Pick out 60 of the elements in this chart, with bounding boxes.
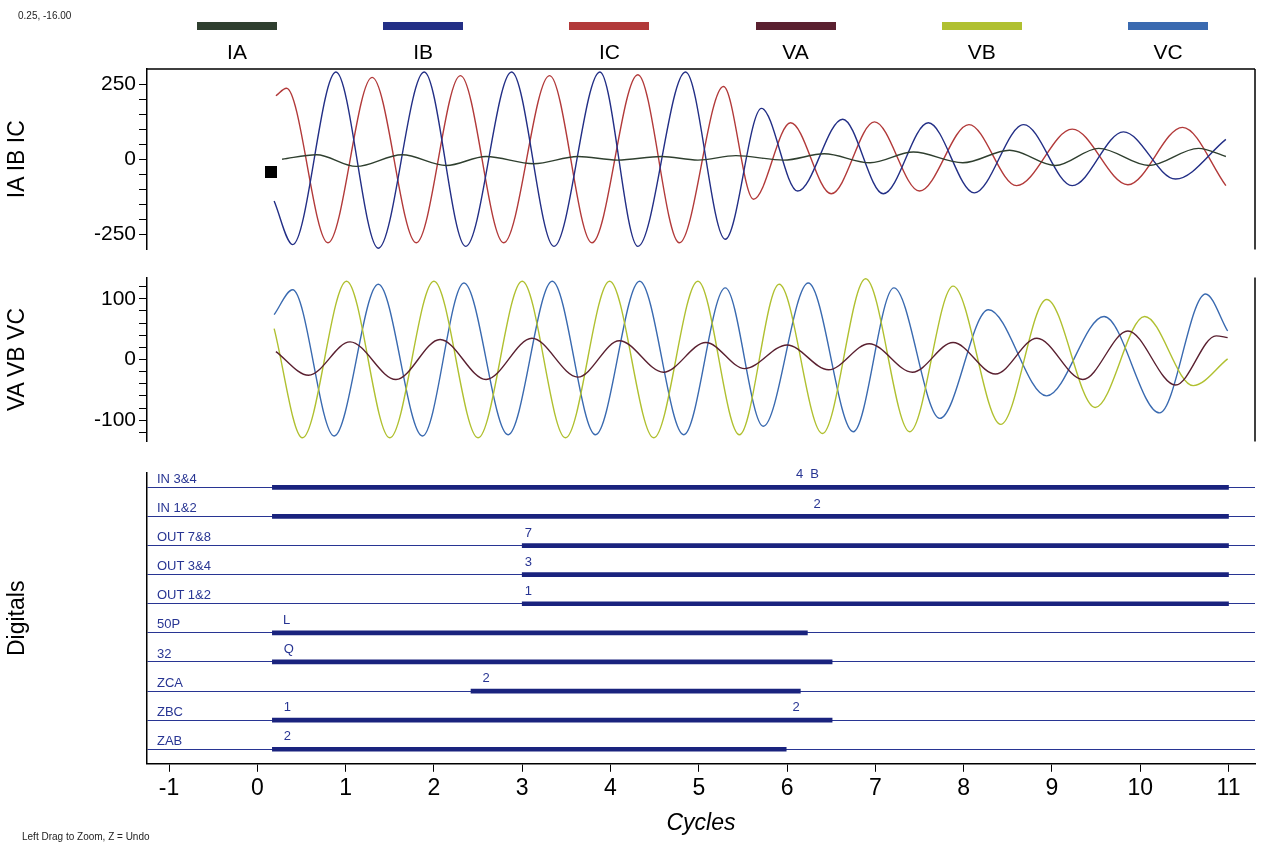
x-tick-label: 10 bbox=[1127, 773, 1154, 800]
y-axis-title: Digitals bbox=[3, 580, 30, 657]
line-series bbox=[281, 147, 1227, 168]
x-tick-label: 6 bbox=[780, 773, 794, 800]
legend-label: IB bbox=[412, 40, 435, 64]
legend-label: IA bbox=[226, 40, 248, 64]
y-tick-label: OUT 1&2 bbox=[157, 587, 211, 603]
x-tick-label: 2 bbox=[427, 773, 441, 800]
legend-label: VC bbox=[1152, 40, 1184, 64]
annotation: 2 bbox=[482, 670, 490, 686]
y-tick-label: IN 1&2 bbox=[157, 500, 197, 516]
annotation: 7 bbox=[524, 524, 533, 540]
y-tick-label: ZCA bbox=[157, 674, 184, 690]
y-axis-title: VA VB VC bbox=[3, 307, 30, 412]
bar bbox=[521, 543, 1229, 548]
x-axis-title: Cycles bbox=[666, 808, 736, 835]
x-tick-label: -1 bbox=[158, 773, 180, 800]
y-tick-label: 100 bbox=[100, 285, 136, 309]
annotation: 4 B bbox=[795, 466, 820, 482]
annotation: 3 bbox=[524, 553, 533, 569]
bar bbox=[272, 485, 1229, 490]
annotation: Q bbox=[283, 641, 294, 657]
y-tick-label: 50P bbox=[157, 616, 181, 632]
x-tick-label: 0 bbox=[250, 773, 264, 800]
y-tick-label: 32 bbox=[157, 645, 172, 661]
bar bbox=[272, 514, 1229, 519]
annotation: 1 bbox=[524, 582, 533, 598]
annotation: 2 bbox=[813, 495, 821, 511]
line-series bbox=[275, 330, 1229, 386]
y-tick-label: 0 bbox=[124, 146, 136, 169]
y-tick-label: 0 bbox=[124, 346, 136, 370]
x-tick-label: 11 bbox=[1216, 773, 1241, 800]
y-tick-label: -100 bbox=[93, 406, 136, 430]
x-tick-label: 8 bbox=[957, 773, 971, 800]
legend-label: VB bbox=[966, 40, 997, 64]
annotation: 2 bbox=[283, 728, 292, 744]
text: 0.25, -16.00 bbox=[18, 10, 72, 21]
y-tick-label: OUT 3&4 bbox=[157, 558, 211, 574]
y-tick-label: ZAB bbox=[157, 732, 183, 748]
y-tick-label: 250 bbox=[100, 70, 136, 94]
x-tick-label: 3 bbox=[515, 773, 529, 800]
annotation: L bbox=[282, 611, 291, 627]
legend-label: IC bbox=[597, 40, 621, 64]
y-tick-label: ZBC bbox=[157, 703, 183, 719]
y-axis-title: IA IB IC bbox=[3, 120, 30, 199]
bar bbox=[272, 746, 787, 752]
x-tick-label: 9 bbox=[1045, 773, 1059, 800]
x-tick-label: 1 bbox=[339, 773, 353, 800]
y-tick-label: -250 bbox=[93, 221, 136, 245]
legend-label: VA bbox=[781, 40, 810, 64]
annotation: 1 bbox=[283, 699, 292, 715]
y-tick-label: IN 3&4 bbox=[157, 470, 197, 486]
bar bbox=[521, 601, 1229, 607]
bar bbox=[521, 572, 1229, 577]
x-tick-label: 5 bbox=[692, 773, 706, 800]
x-tick-label: 4 bbox=[604, 773, 618, 800]
y-tick-label: OUT 7&8 bbox=[157, 529, 211, 545]
text: Left Drag to Zoom, Z = Undo bbox=[22, 831, 150, 842]
annotation: 2 bbox=[792, 699, 800, 715]
x-tick-label: 7 bbox=[868, 773, 882, 800]
